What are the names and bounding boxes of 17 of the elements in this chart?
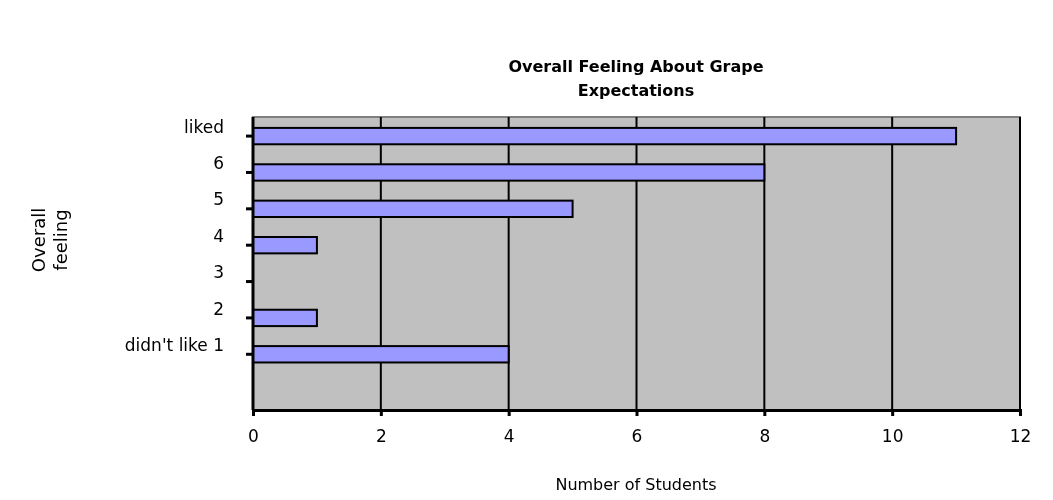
x-tick-label: 6 xyxy=(631,426,643,447)
x-tick-label: 8 xyxy=(759,426,771,447)
x-tick-label: 12 xyxy=(1009,426,1032,447)
y-tick-label: 2 xyxy=(213,298,224,319)
y-tick-label: didn't like 1 xyxy=(124,334,224,355)
x-tick-label: 10 xyxy=(881,426,904,447)
y-axis-title: Overall feeling xyxy=(28,207,71,273)
y-tick-label: 3 xyxy=(213,262,224,283)
y-tick-label: liked xyxy=(184,116,224,137)
y-tick-label: 4 xyxy=(213,225,224,246)
x-axis-title: Number of Students xyxy=(555,475,717,494)
x-tick-label: 0 xyxy=(248,426,259,447)
chart-title: Overall Feeling About Grape Expectations xyxy=(508,57,764,100)
x-tick-label: 4 xyxy=(503,426,515,447)
y-tick-label: 6 xyxy=(213,153,224,174)
x-tick-label: 2 xyxy=(375,426,387,447)
y-tick-label: 5 xyxy=(213,189,224,210)
